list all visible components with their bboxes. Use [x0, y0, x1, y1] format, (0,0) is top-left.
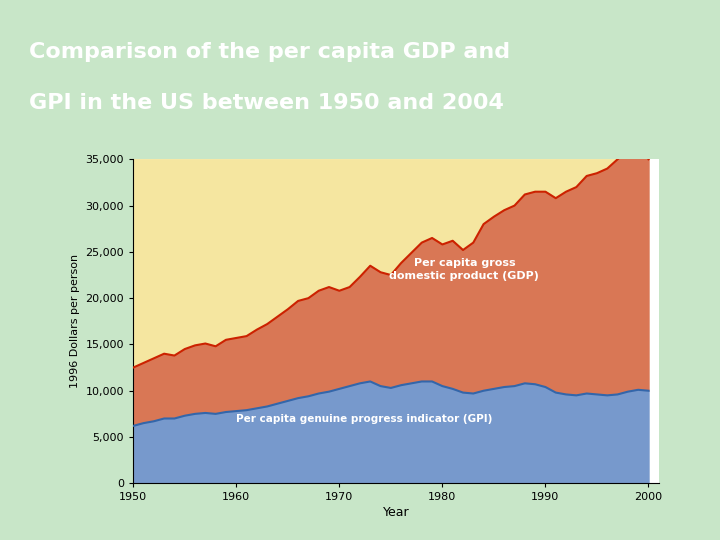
Text: Comparison of the per capita GDP and: Comparison of the per capita GDP and	[29, 42, 510, 62]
Text: Per capita genuine progress indicator (GPI): Per capita genuine progress indicator (G…	[236, 414, 492, 423]
X-axis label: Year: Year	[383, 507, 409, 519]
Text: Per capita gross
domestic product (GDP): Per capita gross domestic product (GDP)	[390, 258, 539, 281]
Text: GPI in the US between 1950 and 2004: GPI in the US between 1950 and 2004	[29, 93, 504, 113]
Y-axis label: 1996 Dollars per person: 1996 Dollars per person	[70, 254, 80, 388]
